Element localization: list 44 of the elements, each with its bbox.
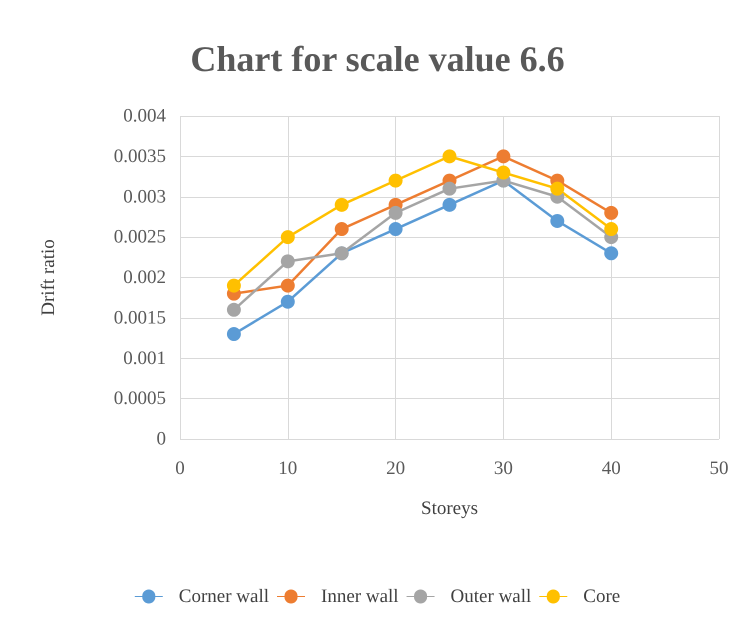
- point: [280, 230, 295, 244]
- y-tick-label: 0.0005: [114, 388, 166, 410]
- point: [226, 327, 241, 342]
- point: [604, 206, 618, 220]
- point: [496, 166, 510, 180]
- y-tick-label: 0: [156, 428, 166, 450]
- point: [604, 222, 618, 236]
- y-axis-title: Drift ratio: [38, 239, 59, 316]
- legend-label: Inner wall: [321, 586, 399, 607]
- point: [334, 198, 349, 212]
- point: [280, 278, 295, 293]
- y-tick-label: 0.003: [123, 186, 166, 208]
- y-tick-label: 0.004: [123, 106, 166, 126]
- y-tick-label: 0.0025: [114, 226, 166, 248]
- x-tick-label: 30: [494, 458, 513, 479]
- x-tick-label: 10: [278, 458, 298, 479]
- legend-label: Core: [583, 586, 620, 607]
- point: [442, 198, 456, 212]
- y-tick-label: 0.001: [123, 348, 166, 369]
- point: [388, 222, 403, 236]
- legend-label: Outer wall: [450, 586, 532, 607]
- x-tick-label: 0: [175, 458, 185, 479]
- y-tick-label: 0.0015: [114, 307, 166, 328]
- legend-label: Corner wall: [178, 586, 270, 607]
- point: [334, 222, 349, 236]
- x-axis-title: Storeys: [421, 498, 478, 519]
- point: [280, 294, 295, 309]
- point: [442, 182, 456, 196]
- chart-title: Chart for scale value 6.6: [190, 39, 565, 79]
- point: [442, 149, 456, 164]
- point: [226, 302, 241, 317]
- point: [388, 206, 403, 220]
- y-tick-label: 0.0035: [114, 146, 166, 167]
- x-tick-label: 50: [710, 458, 728, 479]
- point: [280, 254, 295, 268]
- x-tick-label: 20: [386, 458, 406, 479]
- x-tick-label: 40: [602, 458, 621, 479]
- y-tick-label: 0.002: [123, 267, 166, 288]
- point: [550, 214, 564, 228]
- point: [388, 174, 403, 188]
- point: [226, 278, 241, 293]
- point: [496, 149, 510, 164]
- point: [550, 182, 564, 196]
- point: [604, 246, 618, 260]
